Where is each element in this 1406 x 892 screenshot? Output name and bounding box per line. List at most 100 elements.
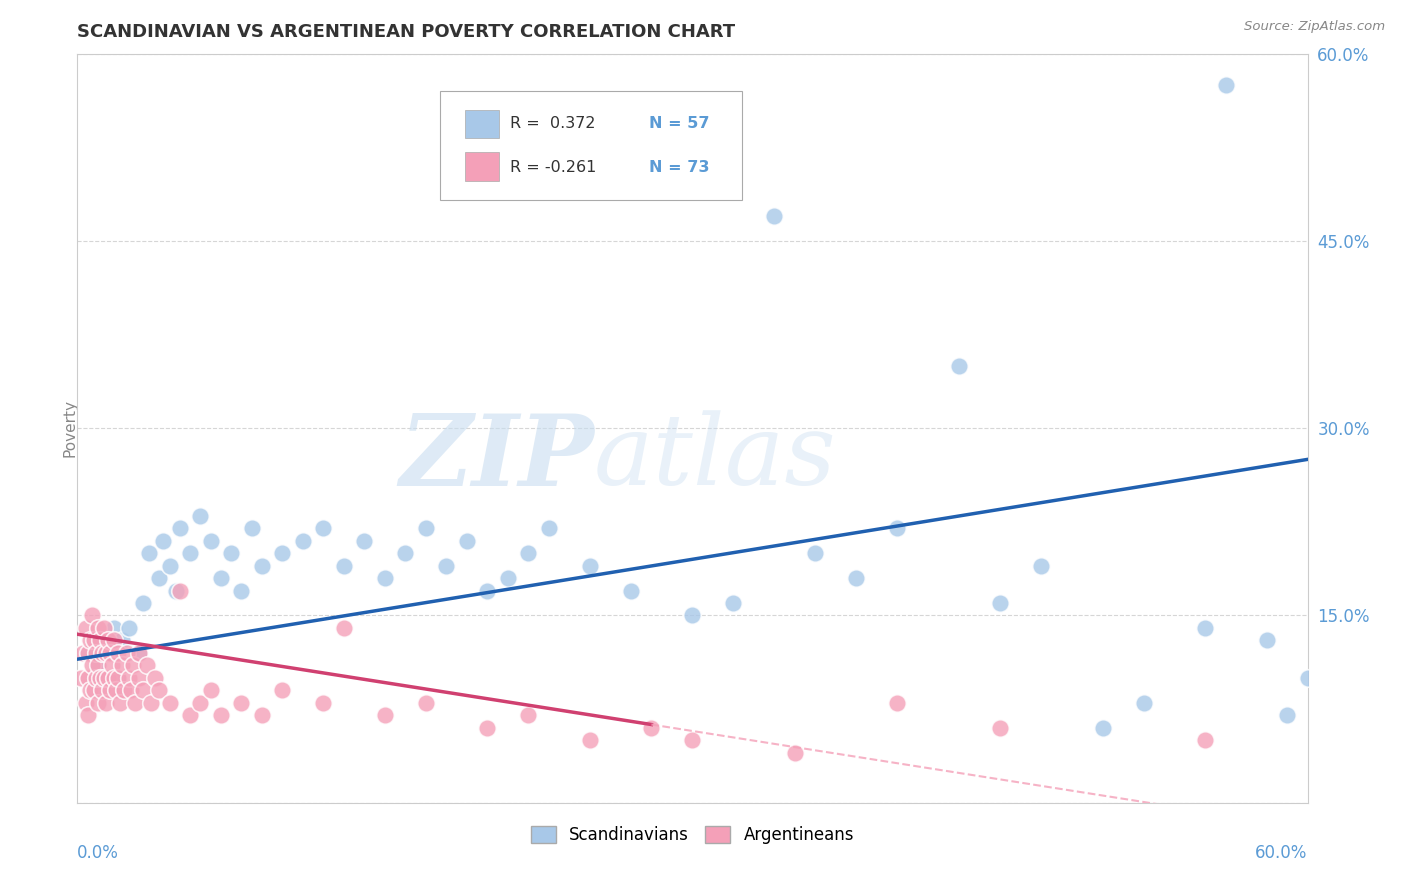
Point — [209, 571, 232, 585]
Point — [97, 646, 120, 660]
Point — [103, 621, 125, 635]
Point — [723, 596, 745, 610]
Point — [353, 533, 375, 548]
Point — [87, 658, 110, 673]
Point — [110, 696, 132, 710]
Point — [640, 721, 662, 735]
Point — [1194, 733, 1216, 747]
Point — [105, 683, 128, 698]
Point — [76, 671, 98, 685]
Point — [83, 671, 105, 685]
FancyBboxPatch shape — [440, 91, 742, 200]
Point — [209, 708, 232, 723]
Point — [141, 696, 163, 710]
Point — [988, 596, 1011, 610]
Point — [83, 633, 105, 648]
Point — [138, 546, 160, 560]
Point — [620, 583, 643, 598]
Point — [136, 658, 159, 673]
Point — [93, 621, 115, 635]
Point — [107, 671, 129, 685]
Point — [219, 546, 242, 560]
Point — [477, 721, 499, 735]
Point — [98, 683, 121, 698]
Text: N = 57: N = 57 — [650, 117, 710, 131]
Point — [200, 683, 222, 698]
Point — [231, 696, 253, 710]
Point — [83, 683, 105, 698]
Point — [579, 733, 602, 747]
Point — [1296, 671, 1319, 685]
Point — [415, 696, 437, 710]
Point — [374, 708, 396, 723]
Point — [394, 546, 416, 560]
Point — [107, 646, 129, 660]
Point — [845, 571, 868, 585]
Point — [188, 696, 212, 710]
Point — [70, 671, 93, 685]
Point — [517, 708, 540, 723]
Point — [456, 533, 478, 548]
Point — [159, 558, 181, 573]
Point — [111, 658, 134, 673]
Point — [132, 596, 155, 610]
Text: ZIP: ZIP — [399, 410, 595, 507]
Point — [1256, 633, 1278, 648]
Point — [804, 546, 827, 560]
Point — [271, 683, 294, 698]
Point — [76, 708, 98, 723]
Point — [87, 696, 110, 710]
Point — [132, 683, 155, 698]
Point — [72, 646, 94, 660]
Point — [128, 646, 150, 660]
Point — [117, 671, 139, 685]
Point — [1132, 696, 1154, 710]
Point — [152, 533, 174, 548]
Point — [97, 633, 120, 648]
Point — [89, 633, 111, 648]
Point — [143, 671, 166, 685]
Point — [682, 608, 704, 623]
Point — [200, 533, 222, 548]
Point — [90, 646, 114, 660]
Point — [159, 696, 181, 710]
Point — [84, 646, 107, 660]
Point — [114, 683, 136, 698]
Point — [579, 558, 602, 573]
Point — [148, 683, 170, 698]
Point — [477, 583, 499, 598]
Point — [1029, 558, 1052, 573]
Point — [89, 671, 111, 685]
Point — [80, 658, 103, 673]
Point — [271, 546, 294, 560]
Point — [333, 621, 356, 635]
Point — [517, 546, 540, 560]
Point — [80, 608, 103, 623]
Point — [79, 683, 101, 698]
Point — [1275, 708, 1298, 723]
Point — [87, 621, 110, 635]
Point — [231, 583, 253, 598]
Point — [94, 696, 117, 710]
Text: R =  0.372: R = 0.372 — [510, 117, 596, 131]
Point — [75, 621, 97, 635]
Point — [84, 671, 107, 685]
Point — [188, 508, 212, 523]
Point — [97, 671, 120, 685]
Point — [783, 746, 806, 760]
Text: Source: ZipAtlas.com: Source: ZipAtlas.com — [1244, 20, 1385, 33]
Point — [240, 521, 263, 535]
Point — [87, 658, 110, 673]
Point — [120, 683, 142, 698]
Point — [415, 521, 437, 535]
Point — [103, 633, 125, 648]
Point — [148, 571, 170, 585]
Point — [90, 633, 114, 648]
Text: SCANDINAVIAN VS ARGENTINEAN POVERTY CORRELATION CHART: SCANDINAVIAN VS ARGENTINEAN POVERTY CORR… — [77, 23, 735, 41]
Point — [682, 733, 704, 747]
Point — [312, 696, 335, 710]
Point — [98, 646, 121, 660]
Point — [436, 558, 458, 573]
Point — [886, 696, 908, 710]
Point — [291, 533, 314, 548]
